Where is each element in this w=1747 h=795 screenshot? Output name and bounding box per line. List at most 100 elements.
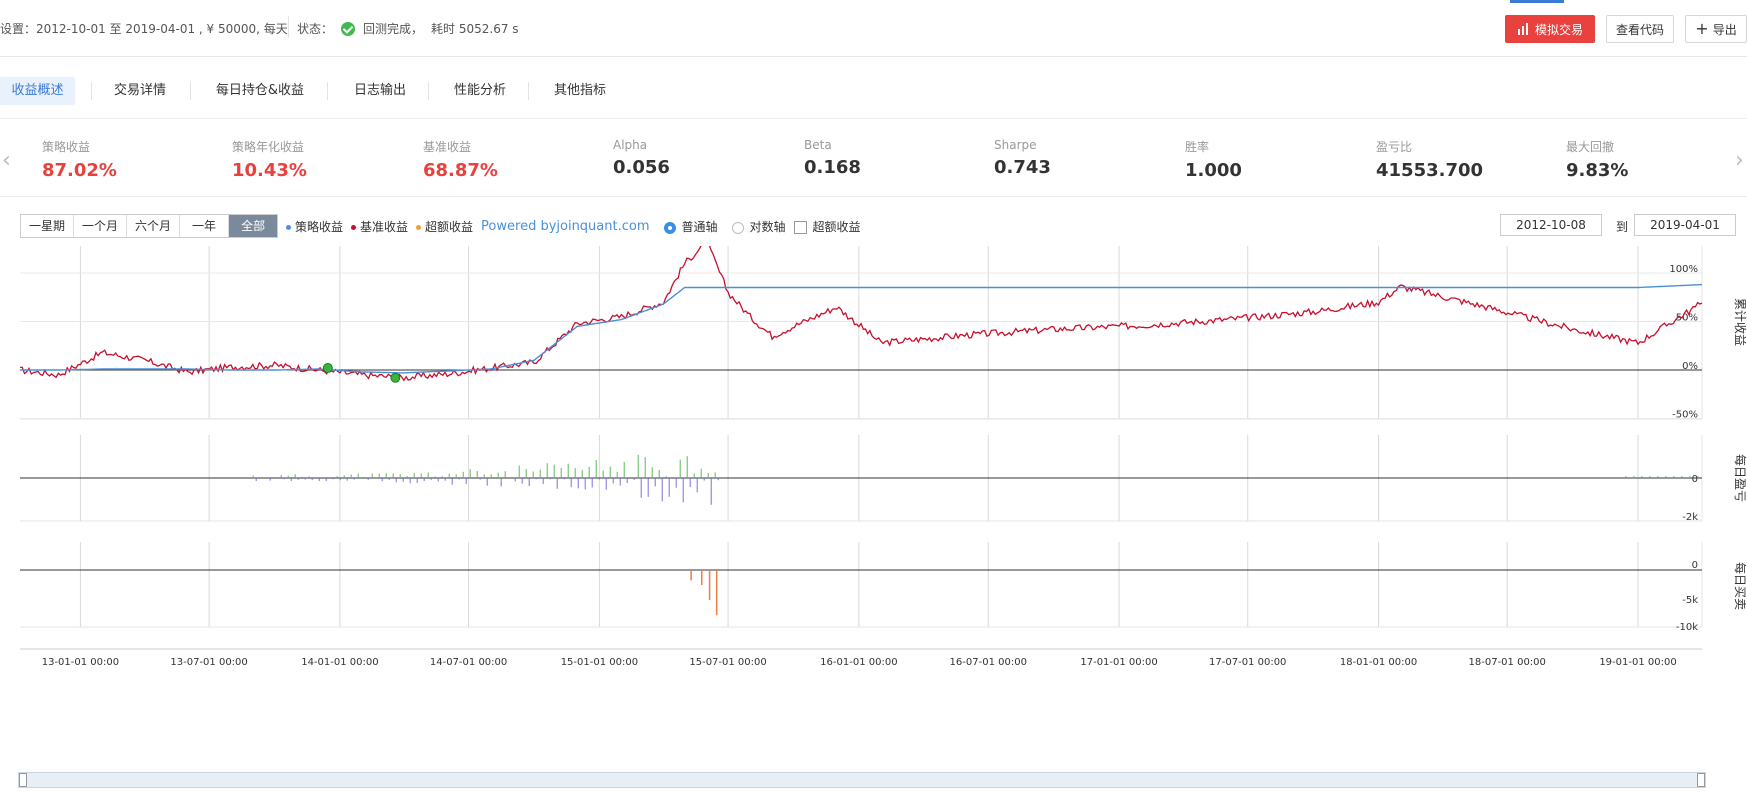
- tab-divider: [190, 82, 191, 100]
- x-tick-label: 17-07-01 00:00: [1209, 657, 1286, 668]
- daily-pnl-chart: 0 -2k 每日盈亏: [20, 454, 1747, 523]
- x-tick-label: 15-07-01 00:00: [689, 657, 766, 668]
- scroller-right-handle[interactable]: [1697, 773, 1705, 787]
- metric-value: 68.87%: [423, 160, 498, 181]
- metric-value: 10.43%: [232, 160, 307, 181]
- chevron-right-icon[interactable]: ›: [1735, 148, 1744, 173]
- range-6m-button[interactable]: 六个月: [127, 215, 181, 237]
- metric-annual-return: 策略年化收益 10.43%: [232, 138, 307, 181]
- legend-excess[interactable]: 超额收益: [416, 218, 473, 235]
- date-to-label: 到: [1616, 220, 1629, 234]
- benchmark-return-line: [20, 246, 1703, 382]
- excess-checkbox-label: 超额收益: [812, 220, 861, 234]
- y-axis-label: 每日盈亏: [1733, 454, 1747, 502]
- legend-dot-icon: [351, 225, 357, 230]
- axis-log-label: 对数轴: [749, 220, 786, 234]
- status-label: 状态：: [297, 22, 334, 36]
- sim-trade-button[interactable]: 模拟交易: [1505, 15, 1595, 43]
- legend-benchmark[interactable]: 基准收益: [351, 218, 408, 235]
- bar-chart-icon: [1517, 23, 1528, 35]
- metric-value: 1.000: [1185, 160, 1242, 181]
- x-tick-label: 18-01-01 00:00: [1340, 657, 1417, 668]
- powered-by-link[interactable]: Powered byjoinquant.com: [481, 219, 650, 234]
- metric-benchmark-return: 基准收益 68.87%: [423, 138, 498, 181]
- legend-label: 基准收益: [360, 220, 409, 234]
- y-tick-label: -10k: [1676, 622, 1698, 633]
- y-tick-label: 100%: [1669, 264, 1698, 275]
- metric-win-rate: 胜率 1.000: [1185, 138, 1242, 181]
- check-circle-icon: [341, 21, 356, 36]
- export-label: 导出: [1712, 22, 1737, 37]
- status-value: 回测完成，: [363, 22, 424, 36]
- legend-dot-icon: [416, 225, 422, 230]
- range-1y-button[interactable]: 一年: [180, 215, 230, 237]
- backtest-status: 状态： 回测完成， 耗时 5052.67 s: [297, 20, 519, 37]
- metrics-bar: ‹ 策略收益 87.02% 策略年化收益 10.43% 基准收益 68.87% …: [0, 120, 1747, 197]
- metric-value: 0.056: [613, 157, 670, 178]
- y-tick-label: -2k: [1682, 512, 1698, 523]
- axis-normal-radio[interactable]: 普通轴: [663, 218, 718, 235]
- elapsed-time: 耗时 5052.67 s: [431, 22, 519, 36]
- x-tick-label: 17-01-01 00:00: [1080, 657, 1157, 668]
- x-tick-label: 15-01-01 00:00: [561, 657, 638, 668]
- excess-checkbox[interactable]: 超额收益: [793, 218, 861, 235]
- tab-divider: [428, 82, 429, 100]
- scroller-left-handle[interactable]: [19, 773, 27, 787]
- range-1w-button[interactable]: 一星期: [21, 215, 75, 237]
- y-axis-label: 每日买卖: [1733, 562, 1747, 610]
- range-1m-button[interactable]: 一个月: [74, 215, 128, 237]
- tab-overview[interactable]: 收益概述: [0, 77, 75, 105]
- metric-label: 策略收益: [42, 140, 91, 154]
- x-tick-label: 18-07-01 00:00: [1469, 657, 1546, 668]
- tab-daily-positions[interactable]: 每日持仓&收益: [215, 83, 305, 98]
- metric-label: Alpha: [613, 138, 648, 152]
- tab-bar: 收益概述 交易详情 每日持仓&收益 日志输出 性能分析 其他指标: [0, 62, 1747, 119]
- metric-label: 最大回撤: [1566, 140, 1615, 154]
- metric-label: 策略年化收益: [232, 140, 305, 154]
- tab-divider: [528, 82, 529, 100]
- tab-performance[interactable]: 性能分析: [453, 83, 506, 98]
- x-tick-label: 19-01-01 00:00: [1599, 657, 1676, 668]
- range-all-button[interactable]: 全部: [229, 215, 278, 237]
- radio-unchecked-icon: [731, 221, 744, 234]
- metric-value: 87.02%: [42, 160, 117, 181]
- legend-label: 策略收益: [295, 220, 344, 234]
- axis-log-radio[interactable]: 对数轴: [731, 218, 786, 235]
- view-code-button[interactable]: 查看代码: [1606, 15, 1674, 43]
- export-button[interactable]: + 导出: [1685, 15, 1747, 43]
- tab-other-metrics[interactable]: 其他指标: [553, 83, 606, 98]
- x-tick-label: 13-07-01 00:00: [170, 657, 247, 668]
- x-axis: 13-01-01 00:00 13-07-01 00:00 14-01-01 00:…: [20, 648, 1702, 668]
- metric-label: Beta: [804, 138, 832, 152]
- chevron-left-icon[interactable]: ‹: [2, 148, 11, 173]
- metric-sharpe: Sharpe 0.743: [994, 138, 1051, 178]
- x-tick-label: 14-01-01 00:00: [301, 657, 378, 668]
- metric-strategy-return: 策略收益 87.02%: [42, 138, 117, 181]
- date-from-input[interactable]: 2012-10-08: [1500, 214, 1602, 236]
- legend-dot-icon: [286, 225, 291, 230]
- metric-value: 41553.700: [1376, 160, 1484, 181]
- sim-trade-label: 模拟交易: [1534, 22, 1583, 37]
- legend-label: 超额收益: [425, 220, 474, 234]
- tab-trade-details[interactable]: 交易详情: [113, 83, 166, 98]
- date-to-input[interactable]: 2019-04-01: [1634, 214, 1736, 236]
- metric-beta: Beta 0.168: [804, 138, 861, 178]
- metric-label: 胜率: [1185, 140, 1210, 154]
- trade-marker: [390, 372, 401, 383]
- chart-controls: 一星期 一个月 六个月 一年 全部 策略收益 基准收益 超额收益 Powered…: [0, 214, 1747, 240]
- header-divider: [288, 16, 289, 38]
- metric-max-drawdown: 最大回撤 9.83%: [1566, 138, 1628, 181]
- metric-value: 9.83%: [1566, 160, 1629, 181]
- y-tick-label: 0: [1692, 560, 1698, 571]
- metric-alpha: Alpha 0.056: [613, 138, 670, 178]
- metric-label: 基准收益: [423, 140, 472, 154]
- radio-checked-icon: [663, 221, 676, 234]
- metric-profit-loss-ratio: 盈亏比 41553.700: [1376, 138, 1483, 181]
- y-tick-label: 0%: [1682, 361, 1698, 372]
- range-scroller[interactable]: [18, 772, 1706, 788]
- metric-value: 0.168: [804, 157, 861, 178]
- top-bar: 设置：2012-10-01 至 2019-04-01 , ¥ 50000, 每天…: [0, 0, 1747, 57]
- tab-log-output[interactable]: 日志输出: [353, 83, 406, 98]
- axis-normal-label: 普通轴: [681, 220, 718, 234]
- legend-strategy[interactable]: 策略收益: [286, 218, 343, 235]
